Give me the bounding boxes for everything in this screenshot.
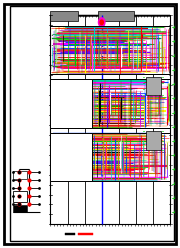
Bar: [78, 233, 93, 235]
Bar: [98, 11, 134, 21]
Bar: [50, 79, 170, 128]
Bar: [50, 26, 170, 74]
Bar: [50, 133, 92, 181]
Bar: [50, 133, 170, 181]
Bar: [50, 79, 170, 128]
Bar: [50, 133, 170, 181]
Bar: [50, 79, 92, 128]
Bar: [146, 77, 161, 95]
Bar: [50, 15, 170, 224]
Bar: [13, 171, 27, 180]
Circle shape: [100, 20, 103, 25]
Bar: [13, 205, 27, 212]
Bar: [50, 11, 78, 21]
Bar: [13, 191, 27, 202]
Circle shape: [98, 18, 105, 27]
Bar: [65, 233, 75, 235]
Bar: [50, 26, 170, 74]
Bar: [146, 131, 161, 150]
